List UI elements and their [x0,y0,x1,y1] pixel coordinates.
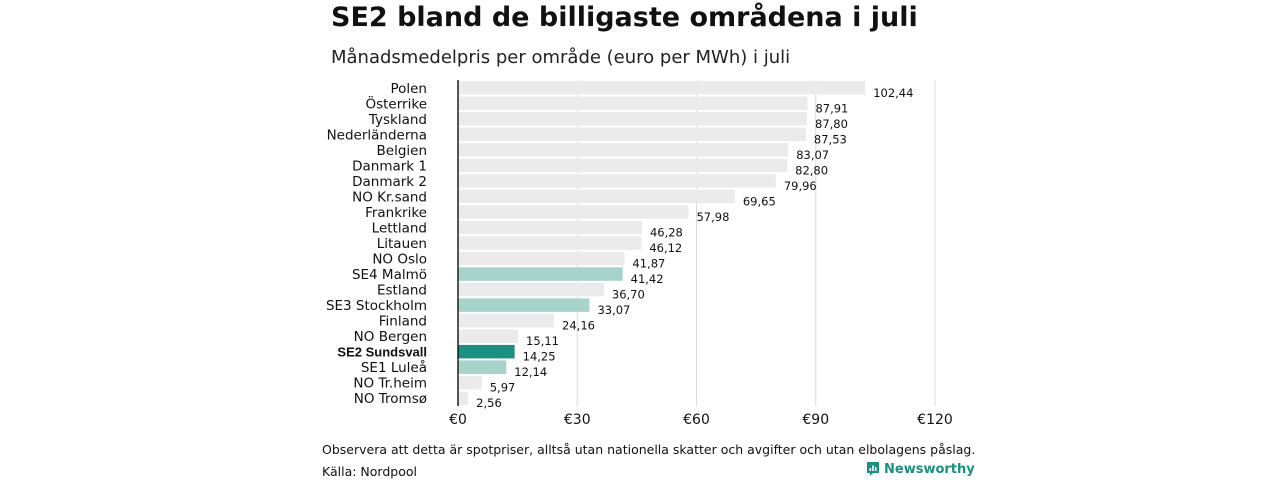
chart-title: SE2 bland de billigaste områdena i juli [331,2,918,33]
category-label: SE2 Sundsvall [337,345,427,360]
footnote: Observera att detta är spotpriser, allts… [322,442,976,457]
bar [458,251,625,266]
category-label: NO Tromsø [354,391,427,407]
value-label: 102,44 [873,86,913,100]
category-label: SE3 Stockholm [326,298,427,314]
category-label: NO Kr.sand [352,189,427,205]
category-label: Polen [390,81,427,97]
value-label: 79,96 [784,179,817,193]
bar [458,391,469,405]
value-label: 41,87 [632,257,665,271]
bar [458,174,776,188]
x-tick-label: €90 [802,412,829,428]
value-label: 14,25 [523,350,556,364]
category-label: SE4 Malmö [352,267,427,283]
bar [458,112,808,126]
bar [458,205,689,219]
value-label: 87,53 [814,132,847,146]
bar [458,220,642,235]
value-label: 36,70 [612,288,645,302]
value-label: 83,07 [796,148,829,162]
bar [458,375,482,390]
bar [458,81,866,95]
newsworthy-logo-icon [867,462,879,476]
value-label: 57,98 [696,210,729,224]
value-label: 2,56 [476,396,502,410]
category-label: Belgien [377,143,428,159]
chart-subtitle: Månadsmedelpris per område (euro per MWh… [331,47,791,68]
category-label: Nederländerna [327,127,427,143]
category-label: Litauen [377,236,427,252]
value-label: 87,80 [815,117,848,131]
bar-chart: 102,44 Polen 87,91 Österrike 87,80 Tyskland 87… [326,80,953,428]
bar [458,313,555,328]
bar [458,282,604,297]
bar [458,344,515,359]
value-label: 33,07 [597,303,630,317]
bar [458,329,519,343]
bar [458,267,623,281]
value-label: 24,16 [562,319,595,333]
value-label: 41,42 [631,272,664,286]
bar [458,189,735,204]
category-label: SE1 Luleå [361,359,427,376]
x-tick-label: €0 [449,412,467,428]
category-label: Danmark 2 [352,174,427,190]
x-tick-label: €30 [564,412,591,428]
value-label: 46,12 [649,241,682,255]
bar [458,127,806,142]
bar [458,298,590,312]
x-tick-label: €120 [917,412,953,428]
brand-name: Newsworthy [884,461,975,477]
bar [458,158,788,173]
category-label: NO Tr.heim [353,376,427,392]
x-tick-label: €60 [683,412,710,428]
bar [458,96,808,111]
brand[interactable]: Newsworthy [866,461,975,477]
category-label: Finland [379,314,427,330]
category-label: Frankrike [365,205,427,221]
value-label: 5,97 [490,381,516,395]
value-label: 87,91 [815,101,848,115]
value-label: 82,80 [795,163,828,177]
category-label: NO Oslo [372,252,427,268]
value-label: 46,28 [650,225,683,239]
bar [458,236,642,250]
bar [458,360,507,374]
category-label: NO Bergen [354,329,427,345]
category-label: Tyskland [368,112,427,128]
value-label: 12,14 [514,365,547,379]
category-label: Danmark 1 [352,158,427,174]
value-label: 15,11 [526,334,559,348]
bar [458,143,789,157]
source-note: Källa: Nordpool [322,464,417,479]
category-label: Österrike [365,94,427,112]
category-label: Estland [377,283,427,299]
category-label: Lettland [372,220,427,236]
value-label: 69,65 [743,194,776,208]
